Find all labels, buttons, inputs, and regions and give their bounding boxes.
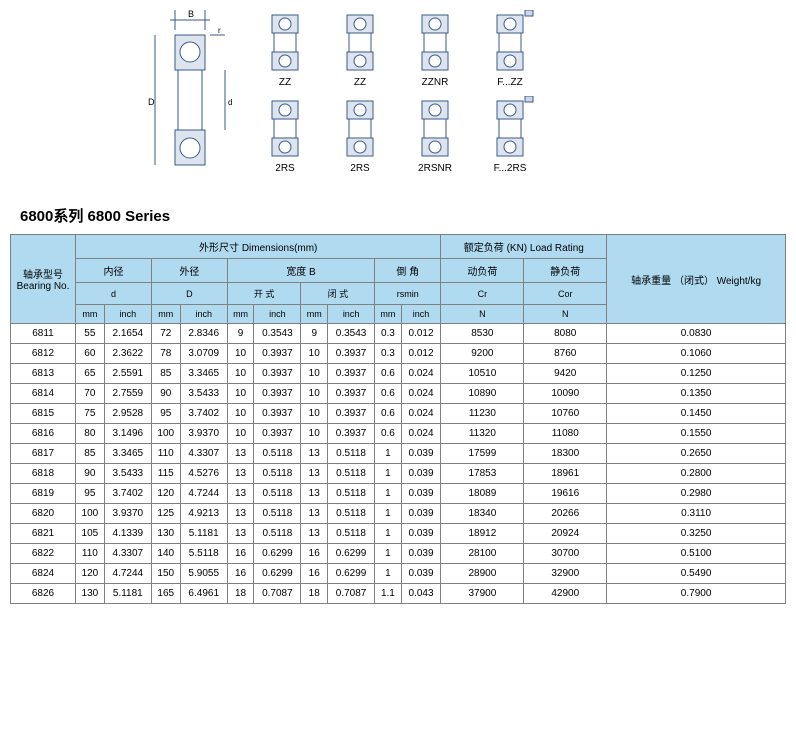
- variant-diagrams: ZZ ZZ ZZNR F...ZZ 2RS 2RS 2RSNR F...2RS: [260, 10, 535, 190]
- table-row: 6819953.74021204.7244130.5118130.511810.…: [11, 484, 786, 504]
- table-row: 6817853.34651104.3307130.5118130.511810.…: [11, 444, 786, 464]
- table-row: 6812602.3622783.0709100.3937100.39370.30…: [11, 344, 786, 364]
- th-load: 额定负荷 (KN) Load Rating: [441, 235, 607, 259]
- variant-zz: ZZ: [335, 10, 385, 88]
- svg-text:D: D: [148, 97, 155, 107]
- table-row: 6813652.5591853.3465100.3937100.39370.60…: [11, 364, 786, 384]
- th-weight: 轴承重量 （闭式） Weight/kg: [607, 235, 786, 324]
- variant-2rsnr: 2RSNR: [410, 96, 460, 174]
- bearing-table: 轴承型号 Bearing No. 外形尺寸 Dimensions(mm) 额定负…: [10, 234, 786, 604]
- svg-text:r: r: [218, 26, 221, 35]
- table-row: 6816803.14961003.9370100.3937100.39370.6…: [11, 424, 786, 444]
- th-dimensions: 外形尺寸 Dimensions(mm): [76, 235, 441, 259]
- table-row: 68201003.93701254.9213130.5118130.511810…: [11, 504, 786, 524]
- table-row: 68211054.13391305.1181130.5118130.511810…: [11, 524, 786, 544]
- th-closed: 闭 式: [301, 283, 375, 305]
- svg-text:d: d: [228, 98, 232, 107]
- th-outer: 外径: [151, 259, 227, 283]
- variant-2rs: 2RS: [260, 96, 310, 174]
- variant-zz: ZZ: [260, 10, 310, 88]
- th-static: 静负荷: [524, 259, 607, 283]
- table-row: 68261305.11811656.4961180.7087180.70871.…: [11, 584, 786, 604]
- variant-zznr: ZZNR: [410, 10, 460, 88]
- cross-section-diagram: B r D d: [140, 10, 240, 190]
- th-cor: Cor: [524, 283, 607, 305]
- table-row: 6814702.7559903.5433100.3937100.39370.60…: [11, 384, 786, 404]
- table-row: 68241204.72441505.9055160.6299160.629910…: [11, 564, 786, 584]
- th-width: 宽度 B: [227, 259, 374, 283]
- th-bearing-no: 轴承型号 Bearing No.: [11, 235, 76, 324]
- th-d: d: [76, 283, 152, 305]
- table-row: 68221104.33071405.5118160.6299160.629910…: [11, 544, 786, 564]
- variant-f...zz: F...ZZ: [485, 10, 535, 88]
- th-inner: 内径: [76, 259, 152, 283]
- series-title: 6800系列 6800 Series: [20, 205, 786, 226]
- variant-2rs: 2RS: [335, 96, 385, 174]
- th-cr: Cr: [441, 283, 524, 305]
- table-row: 6818903.54331154.5276130.5118130.511810.…: [11, 464, 786, 484]
- th-chamfer: 倒 角: [375, 259, 441, 283]
- table-row: 6815752.9528953.7402100.3937100.39370.60…: [11, 404, 786, 424]
- bearing-diagrams: B r D d ZZ ZZ ZZNR F...ZZ 2RS 2RS 2RSNR F...2R…: [10, 10, 786, 190]
- svg-text:B: B: [188, 10, 194, 19]
- variant-f...2rs: F...2RS: [485, 96, 535, 174]
- th-D: D: [151, 283, 227, 305]
- th-dynamic: 动负荷: [441, 259, 524, 283]
- th-open: 开 式: [227, 283, 301, 305]
- table-row: 6811552.1654722.834690.354390.35430.30.0…: [11, 324, 786, 344]
- th-rsmin: rsmin: [375, 283, 441, 305]
